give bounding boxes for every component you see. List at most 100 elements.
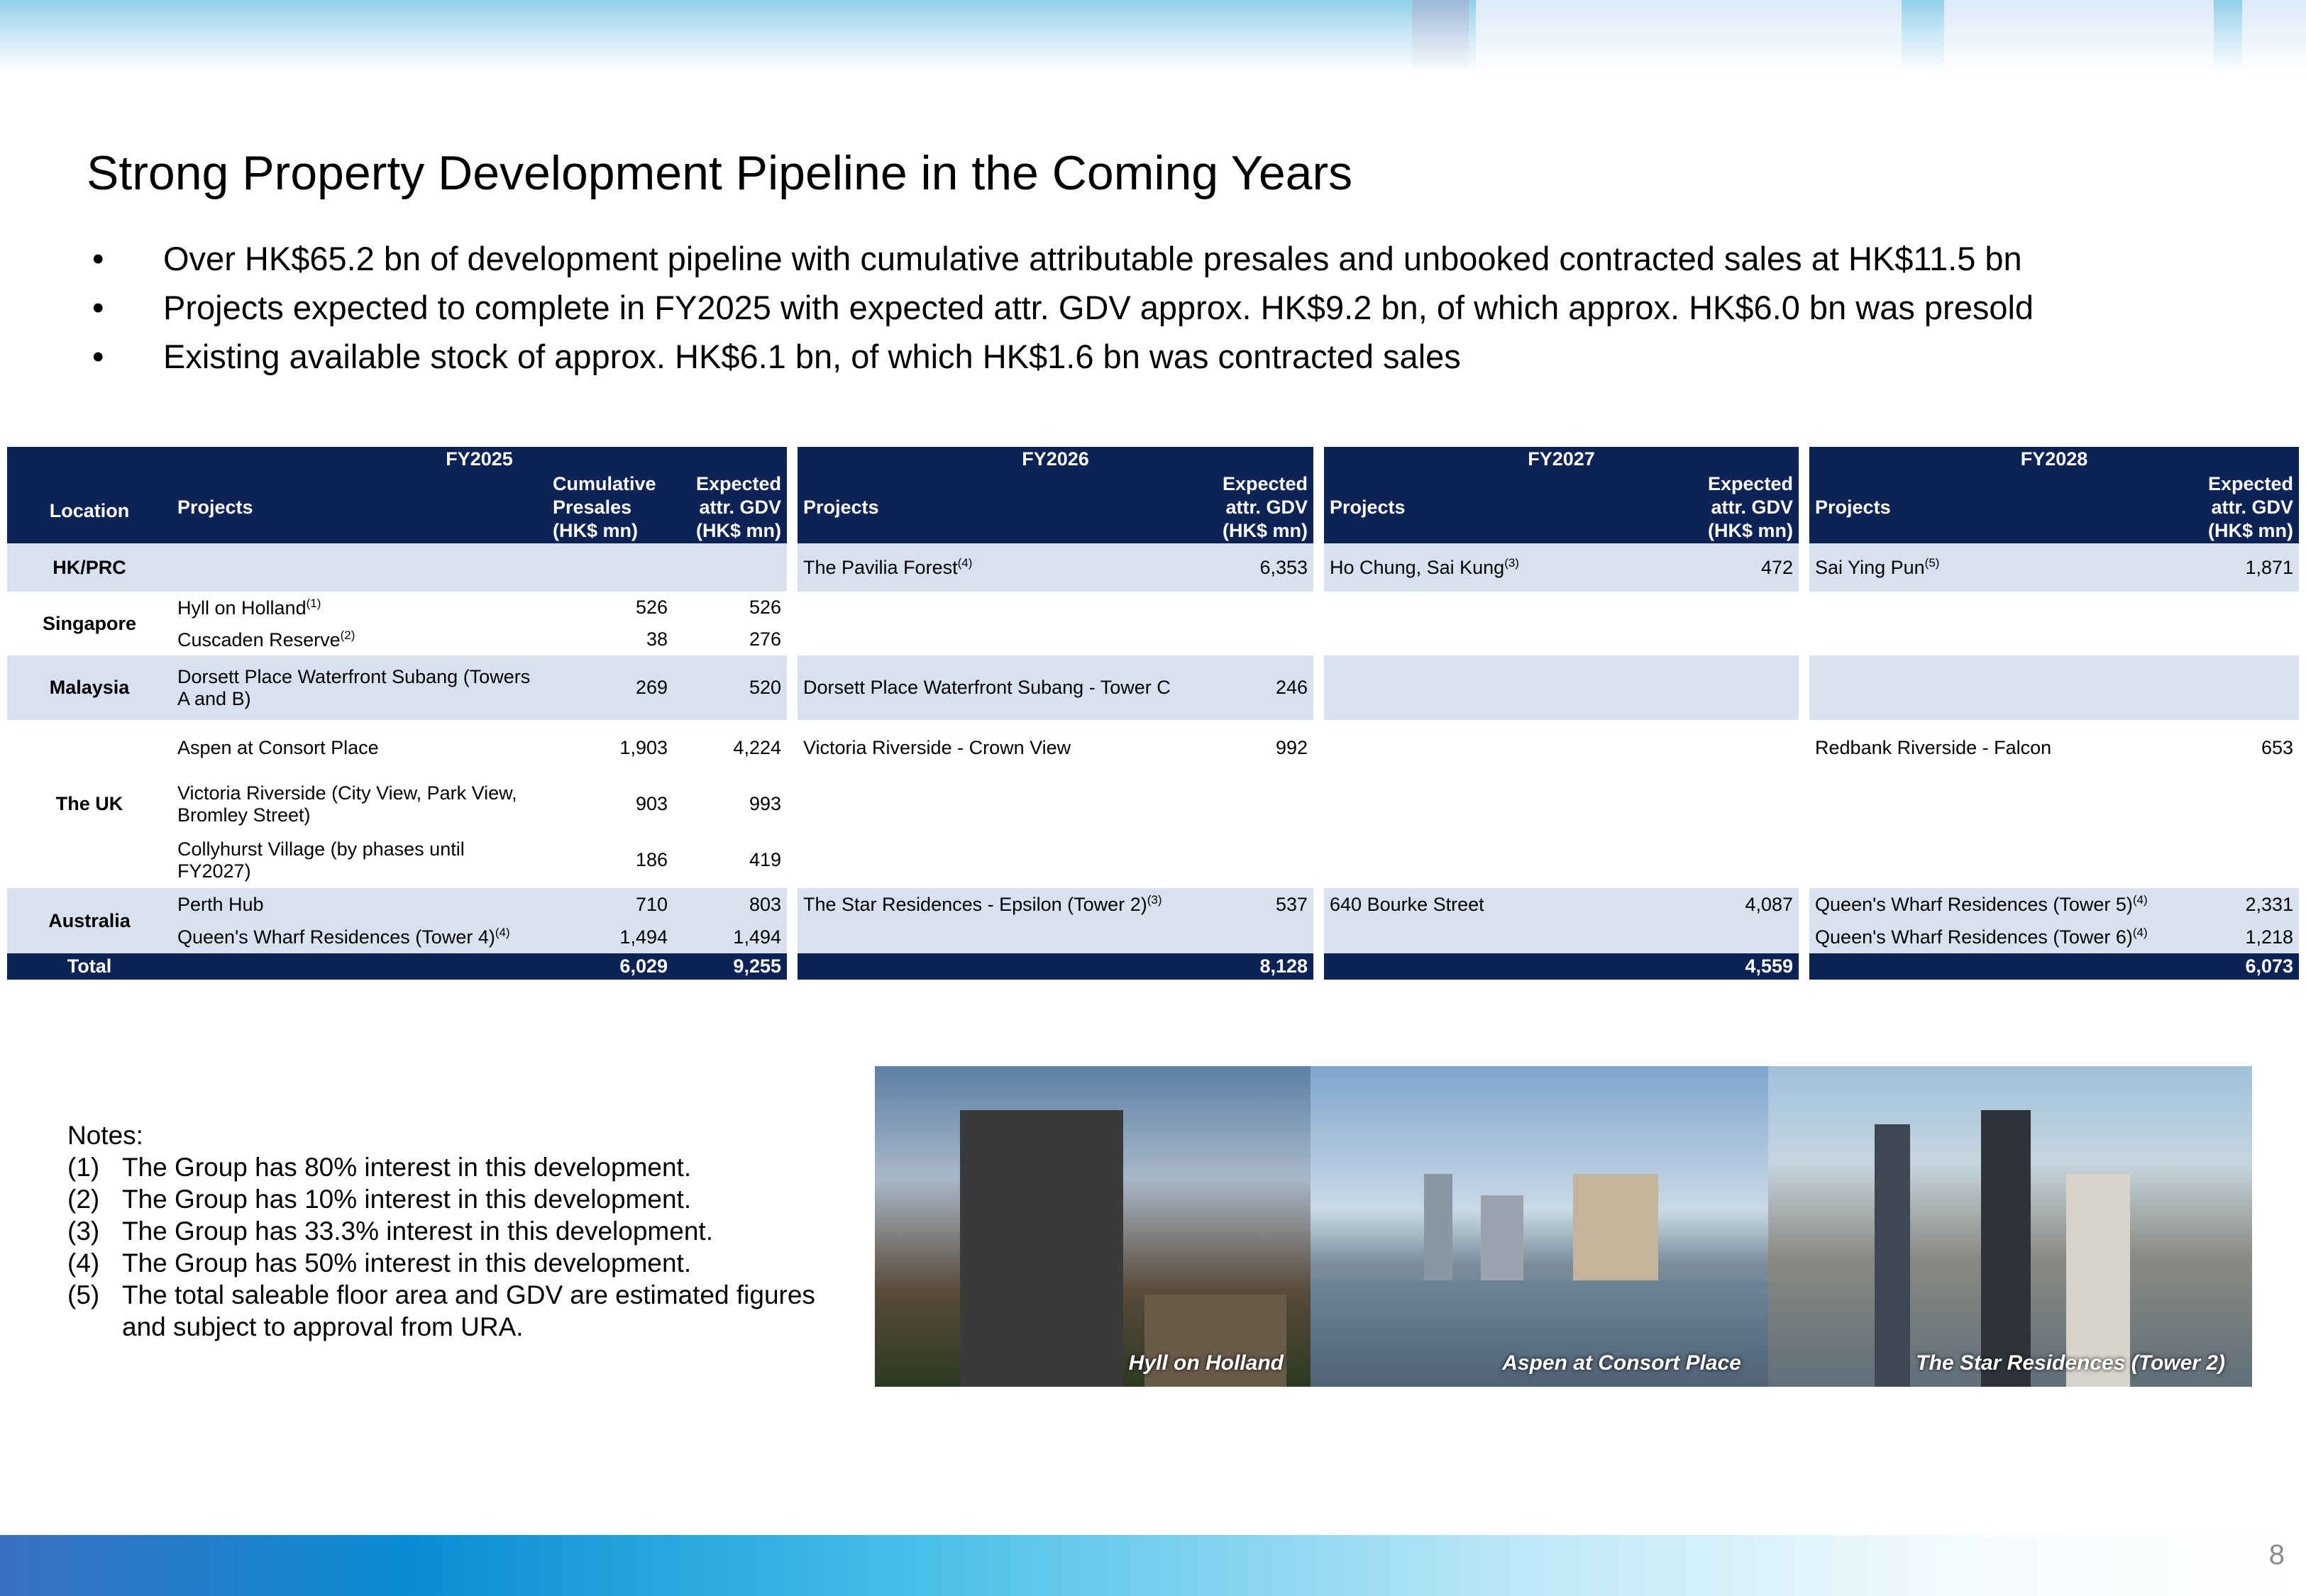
value: 710 xyxy=(635,893,668,915)
column-heading: Projects xyxy=(172,471,547,543)
note-marker: (5) xyxy=(67,1280,100,1309)
cell: 653 xyxy=(2189,720,2299,776)
location: Malaysia xyxy=(7,655,172,720)
footnote-marker: (2) xyxy=(340,628,355,642)
cell: 186 xyxy=(547,832,673,888)
cell xyxy=(1692,832,1799,888)
pipeline-table: Location FY2025 FY2026 FY2027 FY2028 Projects… xyxy=(7,447,2300,980)
cell xyxy=(1206,921,1314,953)
note-text: The Group has 80% interest in this devel… xyxy=(122,1153,692,1182)
footnote-marker: (1) xyxy=(306,596,321,610)
banner-block xyxy=(1476,0,1902,74)
gap xyxy=(1799,832,1810,888)
cell xyxy=(798,624,1206,655)
gap xyxy=(1799,655,1810,720)
value: 1,494 xyxy=(619,926,668,948)
cell: 1,903 xyxy=(547,720,673,776)
cell xyxy=(1692,655,1799,720)
location: HK/PRC xyxy=(7,543,172,592)
table-row: Queen's Wharf Residences (Tower 4) (4) 1,4… xyxy=(7,921,2300,953)
value: 4,224 xyxy=(733,737,781,758)
top-banner xyxy=(0,0,2306,74)
cell xyxy=(1809,832,2189,888)
cell: 1,218 xyxy=(2189,921,2300,953)
footnote-marker: (3) xyxy=(1147,893,1162,907)
table-row: Collyhurst Village (by phases until FY20… xyxy=(7,832,2299,888)
bullet: Projects expected to complete in FY2025 … xyxy=(92,284,2034,333)
cell: 526 xyxy=(547,592,673,624)
cell: Hyll on Holland(1) xyxy=(172,592,547,624)
value: 653 xyxy=(2261,737,2294,758)
heading-line: attr. GDV xyxy=(1711,496,1794,518)
water xyxy=(1311,1280,1768,1387)
column-heading: Projects xyxy=(1809,471,2190,543)
cell xyxy=(673,543,787,592)
table-row: Singapore Hyll on Holland(1) 526 526 xyxy=(7,592,2299,634)
project-name: 640 Bourke Street xyxy=(1330,893,1484,915)
heading-line: (HK$ mn) xyxy=(2208,519,2294,541)
value: 2,331 xyxy=(2245,893,2294,915)
year-heading: FY2026 xyxy=(798,447,1314,471)
total-row: Total 6,029 9,255 8,128 4,559 6,073 xyxy=(7,953,2300,980)
value: 1,494 xyxy=(733,926,781,948)
cell: 520 xyxy=(673,655,787,720)
cell xyxy=(1324,655,1692,720)
project-name: Cuscaden Reserve xyxy=(177,628,341,650)
notes-title: Notes: xyxy=(67,1121,143,1150)
value: 1,903 xyxy=(619,737,668,758)
gap xyxy=(1313,447,1325,543)
cell xyxy=(1692,624,1799,655)
cell: Victoria Riverside - Crown View xyxy=(798,720,1206,776)
project-name: Perth Hub xyxy=(177,893,264,915)
cell xyxy=(798,592,1206,624)
project-name: The Star Residences - Epsilon (Tower 2) xyxy=(803,894,1147,915)
cell xyxy=(1324,776,1692,832)
footnote-marker: (4) xyxy=(2132,926,2148,939)
gap xyxy=(787,888,798,921)
table-row: HK/PRC The Pavilia Forest(4) 6,353 Ho Chung… xyxy=(7,543,2300,592)
cell xyxy=(1692,921,1799,953)
photo-strip: Hyll on Holland Aspen at Consort Place T… xyxy=(875,1066,2252,1387)
cell: 1,494 xyxy=(547,921,673,953)
project-name: Queen's Wharf Residences (Tower 5) xyxy=(1815,894,2133,915)
column-heading: Expected attr. GDV (HK$ mn) xyxy=(1206,471,1314,543)
value: 186 xyxy=(635,849,668,870)
heading-line: (HK$ mn) xyxy=(553,519,638,541)
note: (1) The Group has 80% interest in this de… xyxy=(67,1151,832,1183)
cell xyxy=(1692,592,1799,624)
heading-line: Projects xyxy=(1815,496,1891,518)
cell: 1,494 xyxy=(673,921,787,953)
building xyxy=(2066,1174,2130,1387)
note-marker: (3) xyxy=(67,1217,100,1246)
heading-line: Expected xyxy=(1222,472,1308,494)
gap xyxy=(1313,624,1325,655)
cell xyxy=(1324,592,1692,624)
cell: Redbank Riverside - Falcon xyxy=(1809,720,2189,776)
note: (4) The Group has 50% interest in this de… xyxy=(67,1247,832,1279)
footnote-marker: (5) xyxy=(1924,556,1940,570)
cell: Victoria Riverside (City View, Park View… xyxy=(172,776,547,832)
column-heading: Expected attr. GDV (HK$ mn) xyxy=(2189,471,2300,543)
footnote-marker: (4) xyxy=(957,556,973,570)
gap xyxy=(1799,888,1810,921)
gap xyxy=(1313,921,1325,953)
building xyxy=(1875,1124,1910,1387)
column-heading: Projects xyxy=(1324,471,1692,543)
total-value: 6,073 xyxy=(2189,953,2300,980)
cell: Cuscaden Reserve(2) xyxy=(172,624,547,655)
cell xyxy=(2189,624,2299,655)
value: 246 xyxy=(1275,677,1308,698)
cell xyxy=(798,921,1206,953)
cell xyxy=(2189,776,2299,832)
note-text: The total saleable floor area and GDV ar… xyxy=(122,1280,815,1341)
notes: Notes: (1) The Group has 80% interest in t… xyxy=(67,1119,832,1343)
value: 993 xyxy=(749,793,781,814)
cell xyxy=(1809,624,2189,655)
heading-line: Presales xyxy=(553,496,632,518)
project-name: Victoria Riverside - Crown View xyxy=(803,737,1071,758)
cell: 4,224 xyxy=(673,720,787,776)
gap xyxy=(1799,776,1810,832)
gap xyxy=(1313,720,1325,776)
gap xyxy=(787,953,798,980)
project-name: Queen's Wharf Residences (Tower 4) xyxy=(177,926,495,948)
